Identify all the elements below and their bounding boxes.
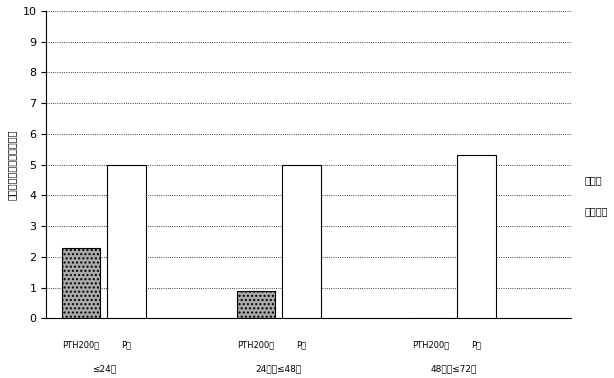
- Text: PTH200群: PTH200群: [413, 340, 449, 349]
- Text: ≤24週: ≤24週: [92, 364, 116, 373]
- Bar: [107, 165, 146, 318]
- Text: 48週＜≤72週: 48週＜≤72週: [430, 364, 477, 373]
- Text: 24週＜≤48週: 24週＜≤48週: [255, 364, 302, 373]
- Bar: [282, 165, 321, 318]
- Text: 評価区間: 評価区間: [585, 206, 608, 216]
- Text: P群: P群: [122, 340, 132, 349]
- Bar: [237, 291, 275, 318]
- Text: 投与群: 投与群: [585, 175, 602, 185]
- Text: PTH200群: PTH200群: [238, 340, 274, 349]
- Text: PTH200群: PTH200群: [63, 340, 100, 349]
- Y-axis label: 新規椎体骨折発生率（％）: 新規椎体骨折発生率（％）: [7, 129, 17, 200]
- Bar: [457, 155, 495, 318]
- Text: P群: P群: [297, 340, 306, 349]
- Bar: [62, 248, 101, 318]
- Text: P群: P群: [472, 340, 481, 349]
